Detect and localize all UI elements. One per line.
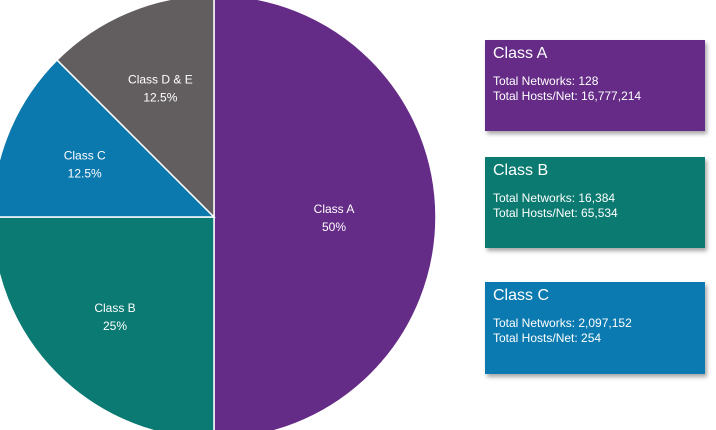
- slice-percent-class-d-e: 12.5%: [143, 91, 177, 105]
- class-c-card: Class C Total Networks: 2,097,152 Total …: [485, 282, 705, 374]
- slice-label-class-b: Class B: [94, 301, 135, 315]
- pie-slice-class-a: [213, 0, 437, 430]
- class-a-card-title: Class A: [493, 45, 548, 62]
- slice-label-class-c: Class C: [64, 148, 106, 162]
- pie-chart: Class A 50% Class B 25% Class C 12.5% Class D …: [0, 0, 437, 430]
- class-b-networks: Total Networks: 16,384: [493, 191, 616, 205]
- pie-slice-class-c: [0, 58, 216, 218]
- class-c-hosts: Total Hosts/Net: 254: [493, 331, 602, 345]
- class-c-networks: Total Networks: 2,097,152: [493, 316, 632, 330]
- slice-percent-class-c: 12.5%: [68, 166, 102, 180]
- class-a-networks: Total Networks: 128: [493, 74, 599, 88]
- class-a-card: Class A Total Networks: 128 Total Hosts/…: [485, 40, 705, 131]
- class-b-card: Class B Total Networks: 16,384 Total Hos…: [485, 157, 705, 248]
- class-b-card-title: Class B: [493, 162, 549, 179]
- slice-percent-class-a: 50%: [322, 220, 346, 234]
- slice-label-class-d-e: Class D & E: [128, 73, 193, 87]
- slice-label-class-a: Class A: [314, 202, 355, 216]
- pie-slice-class-d-e: [55, 0, 215, 219]
- class-c-card-title: Class C: [493, 287, 550, 304]
- slice-percent-class-b: 25%: [103, 319, 127, 333]
- class-a-hosts: Total Hosts/Net: 16,777,214: [493, 89, 642, 103]
- pie-slice-class-b: [0, 216, 215, 430]
- class-b-hosts: Total Hosts/Net: 65,534: [493, 206, 618, 220]
